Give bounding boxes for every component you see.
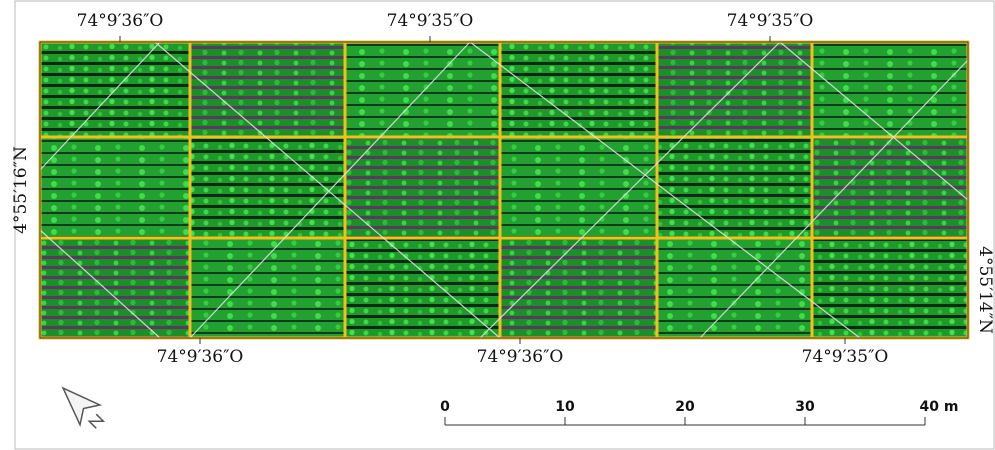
plot	[343, 135, 502, 240]
scale-bar: 0 10 20 30 40 m	[440, 399, 959, 426]
plot	[498, 236, 659, 340]
plot	[498, 40, 659, 139]
scale-bar-label: 40 m	[920, 399, 959, 415]
graticule-line	[699, 59, 969, 339]
plot	[655, 40, 814, 139]
plot	[343, 236, 502, 340]
scale-bar-label: 30	[795, 399, 815, 415]
plot	[655, 236, 814, 340]
plot	[810, 135, 970, 240]
graticule-line	[189, 41, 471, 339]
scale-bar-label: 10	[555, 399, 575, 415]
right-coordinate-label: 4°55′14″N	[975, 246, 995, 334]
plot	[810, 40, 970, 139]
plot	[38, 236, 192, 340]
plot	[810, 236, 970, 340]
plot	[655, 135, 814, 240]
graticule-line	[39, 229, 161, 339]
graticule	[39, 41, 969, 339]
top-coordinate-label: 74°9′36″O	[77, 11, 164, 31]
coordinate-labels: 74°9′36″O 74°9′35″O 74°9′35″O 74°9′36″O 74°9…	[11, 11, 995, 367]
plot	[188, 135, 347, 240]
graticule-line	[779, 41, 969, 201]
plot	[188, 236, 347, 340]
figure-frame	[14, 0, 995, 450]
graticule-line	[39, 41, 161, 171]
north-arrow	[61, 386, 106, 429]
graticule-line	[479, 41, 781, 339]
left-coordinate-label: 4°55′16″N	[11, 146, 31, 234]
scale-bar-label: 0	[440, 399, 450, 415]
plot	[188, 40, 347, 139]
graticule-line	[469, 41, 861, 339]
plot	[38, 135, 192, 240]
top-coordinate-label: 74°9′35″O	[727, 11, 814, 31]
plot-grid	[38, 40, 970, 340]
bottom-coordinate-label: 74°9′36″O	[157, 347, 244, 367]
plot	[343, 40, 502, 139]
bottom-coordinate-label: 74°9′36″O	[477, 347, 564, 367]
map-frame	[39, 41, 969, 339]
plot	[498, 135, 659, 240]
top-coordinate-label: 74°9′35″O	[387, 11, 474, 31]
scale-bar-label: 20	[675, 399, 695, 415]
bottom-coordinate-label: 74°9′35″O	[802, 347, 889, 367]
graticule-line	[154, 41, 501, 339]
